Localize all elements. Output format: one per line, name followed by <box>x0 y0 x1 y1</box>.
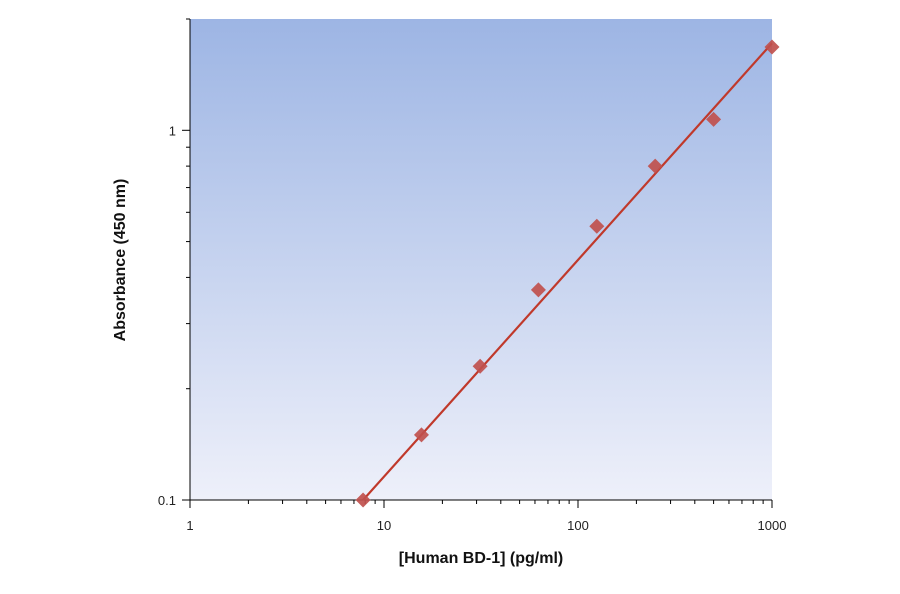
x-tick-label: 10 <box>377 518 391 533</box>
data-point <box>589 218 605 234</box>
fit-line-layer <box>362 42 773 501</box>
x-tick-label: 1 <box>186 518 193 533</box>
data-point <box>355 492 371 508</box>
x-tick-label: 100 <box>567 518 589 533</box>
data-point <box>706 111 722 127</box>
y-tick-label: 0.1 <box>158 493 176 508</box>
y-axis-title: Absorbance (450 nm) <box>112 179 129 342</box>
plot-area <box>190 19 772 500</box>
y-axis-ticks: 0.11 <box>158 18 190 508</box>
y-tick-label: 1 <box>169 123 176 138</box>
data-point <box>530 282 546 298</box>
data-point <box>472 358 488 374</box>
data-points-layer <box>355 39 780 508</box>
x-axis-ticks: 1 10 100 1000 <box>186 500 786 533</box>
data-point <box>413 427 429 443</box>
x-tick-label: 1000 <box>758 518 787 533</box>
data-point <box>764 39 780 55</box>
fit-line <box>362 42 773 501</box>
x-axis-title: [Human BD-1] (pg/ml) <box>399 550 563 567</box>
data-point <box>647 158 663 174</box>
